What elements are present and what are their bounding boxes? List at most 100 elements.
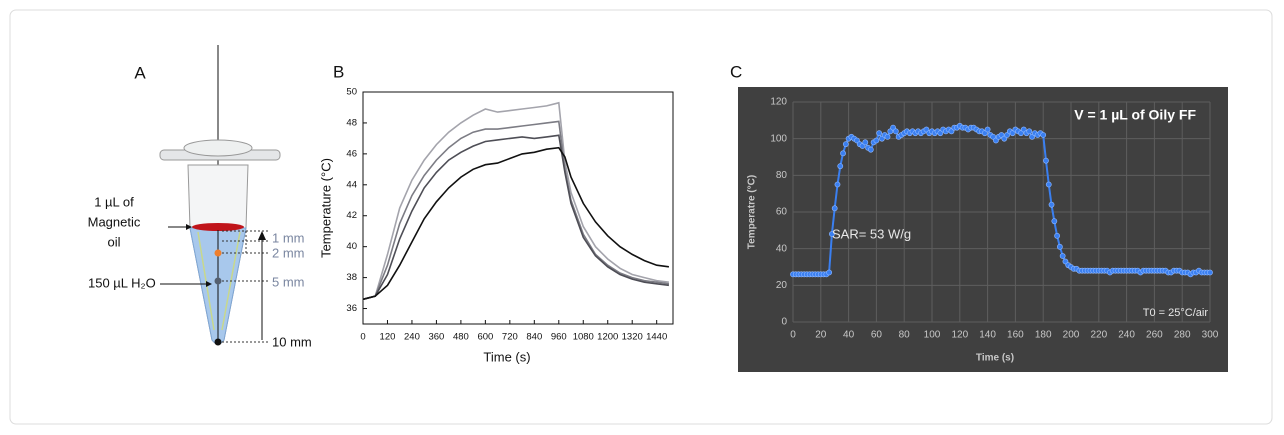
y-tick-label: 120 bbox=[770, 97, 787, 108]
x-tick-label: 1200 bbox=[597, 332, 618, 343]
data-point bbox=[840, 150, 846, 157]
data-point bbox=[862, 139, 869, 146]
x-tick-label: 280 bbox=[1174, 330, 1191, 341]
data-point bbox=[1207, 269, 1213, 276]
data-point bbox=[1054, 232, 1060, 239]
data-point bbox=[842, 141, 849, 148]
panel-a: A 1 µL of Magnetic oil 150 µL H₂O 1 mm 2… bbox=[88, 45, 312, 349]
distance-label: 10 mm bbox=[272, 334, 312, 349]
data-point bbox=[1040, 132, 1047, 138]
oil-label: Magnetic bbox=[88, 214, 141, 229]
x-tick-label: 360 bbox=[428, 332, 444, 343]
x-tick-label: 480 bbox=[453, 332, 469, 343]
data-point bbox=[1026, 128, 1033, 135]
x-tick-label: 80 bbox=[899, 330, 911, 341]
arrow-head bbox=[258, 231, 266, 240]
series-line bbox=[362, 120, 670, 301]
series-line bbox=[362, 146, 670, 301]
panel-label: C bbox=[730, 62, 742, 81]
y-tick-label: 42 bbox=[346, 210, 357, 221]
x-tick-label: 600 bbox=[477, 332, 493, 343]
y-tick-label: 40 bbox=[346, 241, 357, 252]
data-point bbox=[1048, 201, 1055, 208]
data-point bbox=[1051, 218, 1058, 225]
x-tick-label: 140 bbox=[979, 330, 996, 341]
oil-label: oil bbox=[107, 234, 120, 249]
y-axis-label: Temperature (°C) bbox=[318, 158, 333, 258]
x-tick-label: 20 bbox=[815, 330, 827, 341]
cap bbox=[183, 139, 253, 157]
data-point bbox=[867, 146, 874, 153]
probe-point bbox=[214, 277, 222, 285]
x-tick-label: 100 bbox=[924, 330, 941, 341]
arrow-head bbox=[186, 224, 192, 230]
data-point bbox=[884, 133, 891, 140]
data-point bbox=[984, 126, 991, 133]
series-line bbox=[362, 101, 669, 301]
x-tick-label: 1320 bbox=[622, 332, 643, 343]
x-axis-label: Time (s) bbox=[483, 349, 530, 364]
oil-label: 1 µL of bbox=[94, 194, 134, 209]
y-tick-label: 36 bbox=[346, 303, 357, 314]
x-tick-label: 180 bbox=[1035, 330, 1052, 341]
x-tick-label: 260 bbox=[1146, 330, 1163, 341]
data-point bbox=[829, 231, 835, 237]
y-tick-label: 46 bbox=[346, 148, 357, 159]
chart: 36 38 40 42 44 46 48 50 0 120 240 360 480 600 720 840 96… bbox=[318, 62, 674, 364]
data-point bbox=[892, 128, 899, 135]
data-point bbox=[834, 181, 841, 188]
oil bbox=[192, 223, 244, 231]
panel-label: A bbox=[134, 63, 146, 82]
x-tick-label: 0 bbox=[360, 332, 365, 343]
x-tick-label: 60 bbox=[871, 330, 883, 341]
chart-title: V = 1 µL of Oily FF bbox=[1074, 107, 1196, 123]
panel-label: B bbox=[333, 62, 344, 81]
y-tick-label: 60 bbox=[776, 207, 788, 218]
x-tick-label: 240 bbox=[1118, 330, 1135, 341]
x-tick-label: 960 bbox=[551, 332, 567, 343]
data-point bbox=[1056, 243, 1063, 250]
y-axis-label: Temperatre (°C) bbox=[747, 175, 758, 249]
x-tick-label: 720 bbox=[502, 332, 518, 343]
x-tick-label: 220 bbox=[1090, 330, 1107, 341]
data-point bbox=[876, 130, 883, 137]
x-tick-label: 840 bbox=[526, 332, 542, 343]
series-line bbox=[362, 134, 669, 301]
y-tick-label: 44 bbox=[346, 179, 357, 190]
data-point bbox=[831, 205, 838, 212]
data-point bbox=[873, 137, 880, 144]
x-tick-label: 40 bbox=[843, 330, 855, 341]
arrow-head bbox=[206, 281, 212, 287]
x-tick-label: 120 bbox=[951, 330, 968, 341]
y-tick-label: 38 bbox=[346, 272, 357, 283]
x-tick-label: 300 bbox=[1202, 330, 1219, 341]
x-tick-label: 200 bbox=[1063, 330, 1080, 341]
annotation: SAR= 53 W/g bbox=[832, 226, 911, 241]
x-tick-label: 120 bbox=[380, 332, 396, 343]
x-tick-label: 0 bbox=[790, 330, 796, 341]
data-point bbox=[1045, 181, 1052, 188]
x-tick-label: 240 bbox=[404, 332, 420, 343]
probe-point bbox=[214, 249, 222, 257]
probe-point bbox=[214, 338, 222, 346]
data-point bbox=[1059, 253, 1066, 259]
y-tick-label: 0 bbox=[781, 317, 787, 328]
chart: 0 20 40 60 80 100 120 0 20 40 60 80 100 120 140 160 180 2… bbox=[730, 62, 1228, 372]
y-tick-label: 48 bbox=[346, 117, 357, 128]
plot-frame bbox=[362, 91, 674, 325]
data-point bbox=[1043, 157, 1049, 164]
y-tick-label: 50 bbox=[346, 87, 357, 98]
x-tick-label: 1440 bbox=[646, 332, 667, 343]
y-tick-label: 100 bbox=[770, 133, 787, 144]
distance-label: 5 mm bbox=[272, 274, 305, 289]
x-tick-label: 160 bbox=[1007, 330, 1024, 341]
y-tick-label: 40 bbox=[776, 243, 788, 254]
y-tick-label: 20 bbox=[776, 280, 788, 291]
x-tick-label: 1080 bbox=[573, 332, 594, 343]
distance-label: 2 mm bbox=[272, 245, 305, 260]
annotation: T0 = 25°C/air bbox=[1143, 307, 1209, 319]
data-point bbox=[826, 269, 833, 276]
y-tick-label: 80 bbox=[776, 170, 788, 181]
